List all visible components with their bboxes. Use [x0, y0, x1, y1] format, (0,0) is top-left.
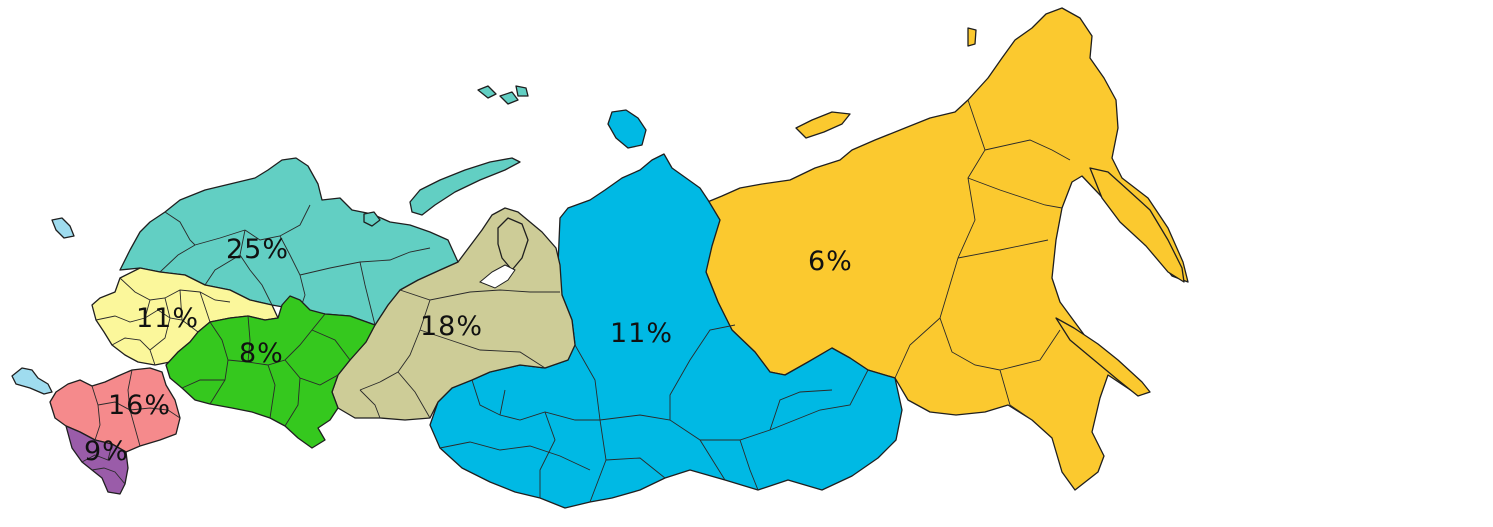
label-central: 11%	[136, 303, 199, 334]
label-northwest: 25%	[226, 234, 289, 265]
region-north-caucasus	[65, 425, 129, 495]
sakhalin-shape	[1055, 317, 1151, 397]
novosibirsk-islands-shape	[967, 27, 977, 47]
region-far-east	[704, 7, 1189, 491]
urals-white-inlet	[479, 264, 516, 289]
kaliningrad-exclave-shape	[11, 367, 53, 395]
far-east-internal-borders	[894, 99, 1071, 421]
central-internal-borders	[95, 277, 231, 366]
south-internal-borders	[91, 369, 181, 447]
volga-internal-borders	[181, 313, 351, 427]
kolguyev-shape	[363, 211, 381, 227]
label-volga: 8%	[239, 338, 284, 369]
franz-josef-shape	[477, 85, 529, 105]
wrangel-island-shape	[795, 111, 851, 139]
yamal-shape	[497, 217, 529, 271]
label-far-east: 6%	[808, 246, 853, 277]
novaya-zemlya-shape	[409, 157, 521, 216]
label-urals: 18%	[420, 311, 483, 342]
label-north-caucasus: 9%	[84, 436, 129, 467]
north-caucasus-shape	[65, 425, 129, 495]
northwest-internal-borders	[159, 204, 431, 326]
severnaya-zemlya-shape	[607, 109, 647, 149]
percentage-labels: 25% 11% 8% 16% 9% 18% 11% 6%	[84, 234, 853, 467]
urals-internal-borders	[359, 289, 560, 419]
north-caucasus-internal-borders	[81, 443, 126, 485]
kamchatka-shape	[1089, 167, 1185, 283]
siberia-internal-borders	[439, 324, 869, 503]
label-siberia: 11%	[610, 318, 673, 349]
region-volga	[165, 295, 376, 449]
label-south: 16%	[108, 390, 171, 421]
region-urals	[331, 207, 576, 421]
kaliningrad-shape	[51, 217, 75, 239]
region-south	[11, 367, 181, 453]
region-northwest	[51, 85, 529, 326]
